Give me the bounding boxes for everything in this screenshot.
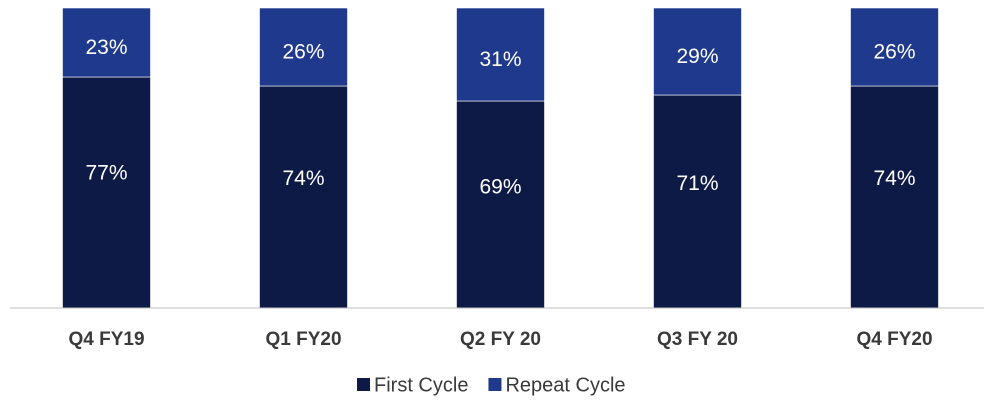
data-label: 26% <box>873 41 915 64</box>
legend-swatch <box>488 378 502 391</box>
data-label: 23% <box>85 36 127 59</box>
x-tick-label: Q4 FY19 <box>68 329 144 350</box>
x-tick-label: Q4 FY20 <box>856 329 932 350</box>
data-label: 29% <box>676 45 718 68</box>
bar-segment <box>259 85 348 309</box>
data-label: 74% <box>873 167 915 190</box>
x-tick-label: Q3 FY 20 <box>657 329 738 350</box>
data-label: 71% <box>676 172 718 195</box>
legend-label: First Cycle <box>374 374 468 396</box>
data-label: 77% <box>85 162 127 185</box>
bar-segment <box>850 7 939 87</box>
bar-segment <box>259 7 348 87</box>
bar-segment <box>653 94 742 309</box>
bar-segment <box>456 7 545 102</box>
bar-segment <box>653 7 742 96</box>
data-label: 74% <box>282 167 324 190</box>
bar-segment <box>62 76 151 309</box>
data-label: 69% <box>479 175 521 198</box>
bar-segment <box>456 100 545 309</box>
legend-swatch <box>357 378 370 391</box>
data-label: 26% <box>282 41 324 64</box>
data-label: 31% <box>479 48 521 71</box>
x-tick-label: Q2 FY 20 <box>460 329 541 350</box>
bar-segment <box>62 7 151 78</box>
bar-segment <box>850 85 939 309</box>
x-tick-label: Q1 FY20 <box>265 329 341 350</box>
legend-label: Repeat Cycle <box>505 374 625 396</box>
